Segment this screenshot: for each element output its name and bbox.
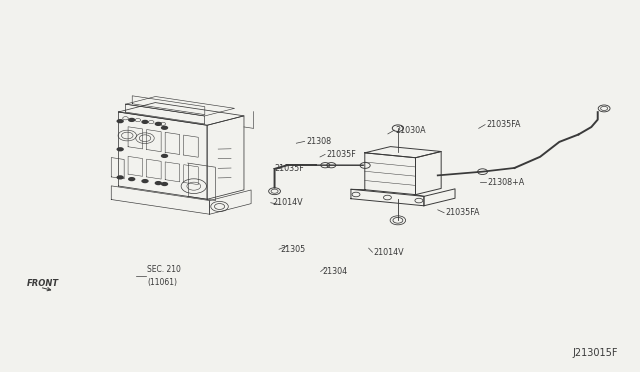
Text: 21035F: 21035F [274, 164, 303, 173]
Circle shape [155, 122, 162, 126]
Text: 21014V: 21014V [374, 248, 404, 257]
Circle shape [161, 182, 168, 186]
Circle shape [141, 120, 148, 124]
Text: 21308: 21308 [306, 137, 331, 146]
Text: 21305: 21305 [280, 245, 305, 254]
Circle shape [128, 118, 136, 122]
Circle shape [116, 119, 124, 123]
Circle shape [128, 177, 136, 181]
Circle shape [116, 147, 124, 151]
Text: (11061): (11061) [147, 278, 177, 287]
Text: SEC. 210: SEC. 210 [147, 265, 181, 274]
Circle shape [161, 126, 168, 130]
Text: FRONT: FRONT [27, 279, 59, 288]
Circle shape [155, 181, 162, 185]
Text: 21304: 21304 [322, 267, 347, 276]
Text: 21030A: 21030A [396, 126, 426, 135]
Text: J213015F: J213015F [572, 348, 618, 358]
Text: 21308+A: 21308+A [488, 178, 525, 187]
Text: 21035FA: 21035FA [445, 208, 480, 217]
Text: 21035FA: 21035FA [486, 120, 521, 129]
Circle shape [141, 179, 148, 183]
Text: 21014V: 21014V [272, 198, 303, 207]
Circle shape [116, 175, 124, 180]
Text: 21035F: 21035F [326, 150, 356, 159]
Circle shape [161, 154, 168, 158]
